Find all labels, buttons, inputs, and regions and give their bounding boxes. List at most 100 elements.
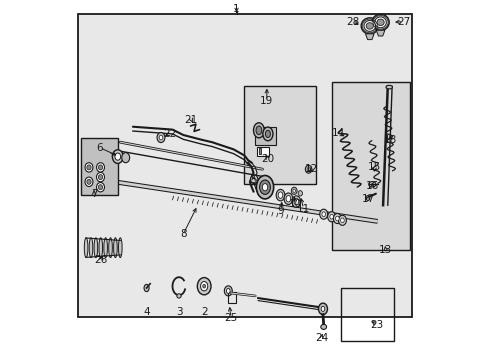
Ellipse shape bbox=[329, 214, 333, 219]
Ellipse shape bbox=[89, 238, 93, 258]
Polygon shape bbox=[375, 30, 384, 36]
Text: 25: 25 bbox=[224, 312, 237, 323]
Bar bbox=[331, 82, 409, 250]
Ellipse shape bbox=[85, 177, 93, 186]
Ellipse shape bbox=[226, 288, 230, 293]
Text: 24: 24 bbox=[314, 333, 327, 343]
Text: 2: 2 bbox=[201, 307, 207, 318]
Text: 22: 22 bbox=[163, 129, 176, 139]
Bar bbox=[258, 148, 261, 154]
Ellipse shape bbox=[108, 238, 112, 258]
Text: 5: 5 bbox=[250, 175, 256, 185]
Bar bbox=[78, 14, 411, 317]
Ellipse shape bbox=[385, 85, 392, 89]
Ellipse shape bbox=[87, 179, 91, 184]
Text: 8: 8 bbox=[180, 229, 186, 239]
Ellipse shape bbox=[361, 18, 378, 34]
Ellipse shape bbox=[96, 172, 104, 182]
Bar bbox=[81, 138, 118, 195]
Ellipse shape bbox=[376, 19, 384, 26]
Text: 15: 15 bbox=[367, 162, 381, 172]
Ellipse shape bbox=[320, 324, 326, 329]
Text: 10: 10 bbox=[288, 199, 301, 210]
Ellipse shape bbox=[262, 184, 267, 191]
Ellipse shape bbox=[305, 165, 311, 173]
Ellipse shape bbox=[144, 284, 149, 292]
Ellipse shape bbox=[278, 192, 282, 198]
Ellipse shape bbox=[284, 193, 292, 204]
Text: 13: 13 bbox=[378, 245, 391, 255]
Ellipse shape bbox=[291, 196, 300, 207]
Ellipse shape bbox=[115, 153, 121, 160]
Ellipse shape bbox=[319, 209, 327, 219]
Text: 14: 14 bbox=[331, 128, 345, 138]
Ellipse shape bbox=[98, 185, 102, 190]
Ellipse shape bbox=[321, 306, 324, 311]
Ellipse shape bbox=[96, 163, 104, 172]
Text: 23: 23 bbox=[369, 320, 383, 330]
Ellipse shape bbox=[298, 191, 302, 196]
Ellipse shape bbox=[259, 180, 270, 194]
Polygon shape bbox=[365, 34, 373, 40]
Text: 21: 21 bbox=[184, 114, 198, 125]
Text: 9: 9 bbox=[277, 206, 284, 216]
Ellipse shape bbox=[157, 132, 164, 143]
Ellipse shape bbox=[363, 21, 375, 31]
Ellipse shape bbox=[335, 216, 339, 221]
Ellipse shape bbox=[263, 127, 272, 141]
Ellipse shape bbox=[203, 284, 205, 288]
Bar bbox=[244, 86, 316, 184]
Text: 17: 17 bbox=[361, 194, 374, 204]
Ellipse shape bbox=[200, 282, 207, 291]
Text: 11: 11 bbox=[296, 204, 309, 214]
Ellipse shape bbox=[256, 126, 261, 135]
Ellipse shape bbox=[250, 175, 257, 184]
Ellipse shape bbox=[321, 212, 325, 216]
Text: 1: 1 bbox=[233, 4, 240, 14]
Ellipse shape bbox=[98, 175, 102, 180]
Ellipse shape bbox=[293, 198, 298, 205]
Ellipse shape bbox=[122, 153, 129, 163]
Ellipse shape bbox=[87, 165, 91, 170]
Text: 6: 6 bbox=[96, 143, 103, 153]
Ellipse shape bbox=[366, 23, 373, 29]
Ellipse shape bbox=[253, 123, 264, 138]
Ellipse shape bbox=[98, 165, 102, 170]
Ellipse shape bbox=[103, 238, 107, 258]
Ellipse shape bbox=[113, 238, 117, 258]
Ellipse shape bbox=[285, 195, 290, 202]
Bar bbox=[257, 147, 269, 156]
Ellipse shape bbox=[256, 176, 273, 199]
Ellipse shape bbox=[96, 183, 104, 192]
Text: 12: 12 bbox=[305, 164, 318, 174]
Bar bbox=[227, 292, 235, 303]
Bar bbox=[255, 127, 276, 145]
Ellipse shape bbox=[265, 130, 270, 138]
Bar bbox=[340, 288, 393, 341]
Ellipse shape bbox=[197, 278, 211, 295]
Ellipse shape bbox=[291, 187, 296, 194]
Ellipse shape bbox=[94, 238, 98, 258]
Ellipse shape bbox=[118, 238, 122, 258]
Ellipse shape bbox=[292, 189, 295, 192]
Ellipse shape bbox=[84, 238, 88, 258]
Ellipse shape bbox=[327, 212, 335, 222]
Ellipse shape bbox=[318, 303, 327, 315]
Ellipse shape bbox=[338, 215, 346, 225]
Text: 20: 20 bbox=[261, 154, 274, 164]
Text: 16: 16 bbox=[365, 181, 378, 192]
Ellipse shape bbox=[276, 189, 284, 201]
Text: 27: 27 bbox=[396, 17, 409, 27]
Text: 3: 3 bbox=[175, 307, 182, 318]
Text: 18: 18 bbox=[383, 135, 396, 145]
Ellipse shape bbox=[177, 294, 181, 298]
Text: 26: 26 bbox=[94, 255, 108, 265]
Ellipse shape bbox=[368, 181, 375, 187]
Ellipse shape bbox=[306, 167, 309, 171]
Ellipse shape bbox=[340, 218, 344, 222]
Ellipse shape bbox=[159, 135, 163, 140]
Ellipse shape bbox=[366, 195, 369, 201]
Ellipse shape bbox=[371, 14, 388, 31]
Ellipse shape bbox=[333, 213, 341, 224]
Ellipse shape bbox=[224, 286, 232, 296]
